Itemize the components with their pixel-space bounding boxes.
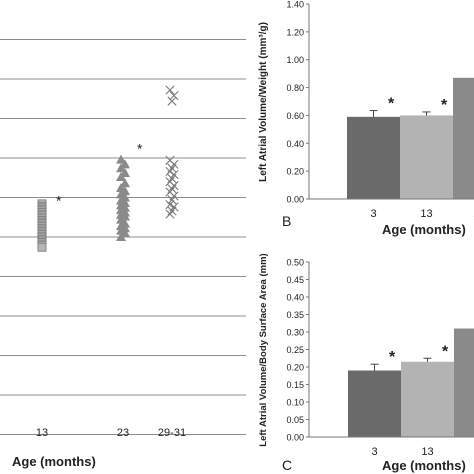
y-tick-label: 0.20 (286, 167, 304, 177)
scatter-x-axis-label: Age (months) (12, 454, 96, 469)
bar-b-y-axis-label: Left Atrial Volume/Weight (mm³/g) (258, 22, 269, 182)
scatter-point-triangle (120, 178, 130, 188)
scatter-point-x-stroke (169, 91, 179, 101)
y-tick-label: 1.20 (286, 27, 304, 37)
y-tick-label: 0.25 (286, 345, 304, 355)
y-tick-label: 0.35 (286, 310, 304, 320)
bar-c-y-tick-labels: 0.00 0.05 0.10 0.15 0.20 0.25 0.30 0.35 0.40 0.45… (286, 258, 309, 443)
bar-b-y-tick-labels: 0.00 0.20 0.40 0.60 0.80 1.00 1.20 1.40 (286, 0, 309, 205)
y-tick-label: 0.20 (286, 363, 304, 373)
scatter-point-triangle (116, 171, 126, 181)
bar-chart-b: 0.000.200.400.600.801.001.201.40 ** 3132… (258, 0, 474, 237)
scatter-markers (37, 85, 179, 252)
bar-b-error-bars (369, 110, 431, 117)
scatter-x-tick-label: 29-31 (158, 427, 186, 439)
x-tick-label: 3 (370, 208, 376, 220)
bar (401, 361, 454, 437)
scatter-point-triangle (116, 163, 126, 173)
x-tick-label: 13 (420, 208, 432, 220)
y-tick-label: 0.05 (286, 415, 304, 425)
scatter-point-x (165, 85, 175, 95)
significance-asterisk: * (137, 140, 143, 156)
bar-b-x-axis-label: Age (months) (382, 222, 466, 237)
scatter-point-x-stroke (165, 209, 175, 219)
y-tick-label: 0.15 (286, 380, 304, 390)
y-tick-label: 0.10 (286, 398, 304, 408)
significance-asterisk: * (56, 193, 62, 209)
y-tick-label: 0.40 (286, 293, 304, 303)
bar-b-annotations: * * (388, 96, 448, 114)
bar-c-error-bars (370, 357, 432, 371)
significance-asterisk: * (388, 96, 395, 113)
scatter-x-tick-label: 23 (117, 427, 129, 439)
significance-asterisk: * (389, 349, 396, 366)
scatter-panel: ** 13 23 29-31 Age (months) (0, 39, 246, 469)
x-tick-label: 13 (421, 446, 433, 458)
scatter-point-x (165, 166, 175, 177)
bar-c-y-axis-label: Left Atrial Volume/Body Surface Area (mm… (258, 253, 269, 446)
bar-b-x-tick-labels: 31323 (370, 208, 474, 220)
y-tick-label: 0.30 (286, 328, 304, 338)
scatter-x-tick-label: 13 (36, 427, 48, 439)
bar-c-x-axis-label: Age (months) (382, 458, 466, 473)
x-tick-label: 3 (371, 446, 377, 458)
y-tick-label: 0.00 (286, 433, 304, 443)
bar (347, 116, 400, 199)
bar (454, 328, 474, 437)
scatter-point-triangle (116, 232, 126, 241)
scatter-point-x (167, 96, 177, 106)
bar-c-annotations: * * (389, 343, 449, 366)
bar (400, 115, 453, 199)
scatter-annotations: ** (56, 140, 143, 208)
bar-b-panel-label: B (282, 213, 291, 229)
bar-chart-c: 0.00 0.05 0.10 0.15 0.20 0.25 0.30 0.35 0.40 0.45… (258, 253, 474, 473)
bar-c-x-tick-labels: 31323 (371, 446, 433, 458)
y-tick-label: 0.40 (286, 139, 304, 149)
scatter-point-x-stroke (167, 195, 177, 205)
significance-asterisk: * (441, 97, 448, 114)
scatter-point-square (37, 242, 47, 252)
scatter-point-x (165, 209, 175, 219)
bar-c-panel-label: C (282, 457, 292, 473)
bar-c-bars (348, 328, 474, 437)
scatter-point-x-stroke (167, 96, 177, 106)
scatter-point-x-stroke (165, 166, 175, 177)
scatter-point-triangle (116, 154, 126, 164)
y-tick-label: 1.00 (286, 55, 304, 65)
bar (348, 370, 401, 437)
y-tick-label: 0.00 (286, 195, 304, 205)
scatter-point-x (167, 195, 177, 205)
scatter-point-x (169, 91, 179, 101)
scatter-x-tick-labels: 13 23 29-31 (36, 427, 186, 439)
y-tick-label: 0.60 (286, 111, 304, 121)
y-tick-label: 1.40 (286, 0, 304, 10)
scatter-point-x-stroke (165, 85, 175, 95)
y-tick-label: 0.50 (286, 258, 304, 268)
scatter-point-x-stroke (165, 200, 175, 210)
bar (453, 77, 474, 199)
bar-b-bars (347, 77, 474, 199)
significance-asterisk: * (442, 343, 449, 360)
y-tick-label: 0.80 (286, 83, 304, 93)
y-tick-label: 0.45 (286, 275, 304, 285)
